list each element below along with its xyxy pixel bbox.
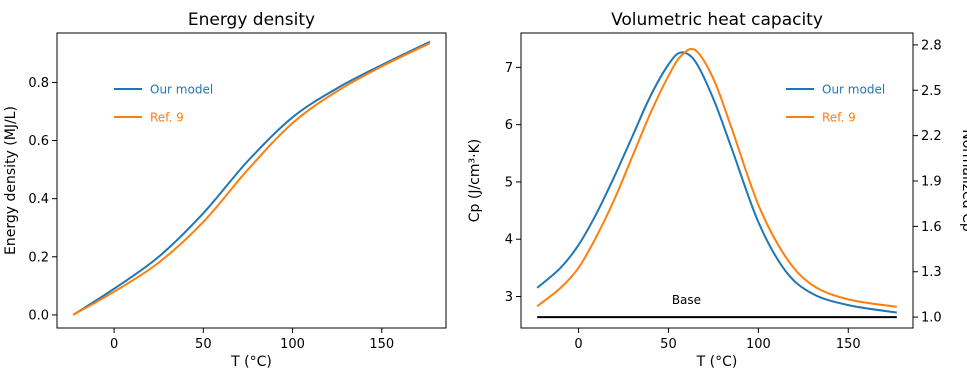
panel2-y-tick-label: 4 [505, 233, 513, 248]
panel1-axes-frame [56, 32, 447, 329]
panel2-y-right-tick-label: 2.5 [921, 84, 942, 99]
panel2-y-tick-label: 5 [505, 175, 513, 190]
panel2-title: Volumetric heat capacity [611, 10, 823, 30]
panel2-y-right-tick-label: 1.9 [921, 175, 942, 190]
panel1-x-axis-label: T (°C) [230, 354, 272, 370]
panel2-y-tick-label: 3 [505, 290, 513, 305]
panel1-x-tick-label: 150 [369, 337, 394, 352]
panel2-x-axis-label: T (°C) [696, 354, 738, 370]
panel2-annotation-base: Base [672, 293, 701, 307]
panel1-x-tick-label: 50 [195, 337, 212, 352]
panel2-y-right-tick-label: 1.0 [921, 311, 942, 326]
panel2-x-tick-label: 150 [836, 337, 861, 352]
panel2-y-right-tick-label: 2.8 [921, 38, 942, 53]
panel1-x-tick-label: 100 [280, 337, 305, 352]
panel2-series-line-2 [536, 47, 897, 308]
panel2-y-right-axis-label: Normalized Cp [959, 129, 967, 232]
panel2-series-line-1 [536, 51, 897, 314]
panel1-y-tick-label: 0.0 [28, 308, 49, 323]
panel2-y-tick-label: 6 [505, 118, 513, 133]
panel1-x-tick-label: 0 [110, 337, 118, 352]
panel2-x-tick-label: 50 [660, 337, 677, 352]
panel2-y-tick-label: 7 [505, 61, 513, 76]
panel2-axes-frame [520, 32, 914, 329]
panel2-y-right-tick-label: 2.2 [921, 129, 942, 144]
panel2-y-axis-label: Cp (J/cm³·K) [467, 139, 483, 222]
panel1-y-tick-label: 0.2 [28, 250, 49, 265]
panel1-legend-label-2: Ref. 9 [150, 111, 184, 125]
panel1-series-line-2 [72, 42, 431, 316]
panel1-y-tick-label: 0.6 [28, 134, 49, 149]
panel1-title: Energy density [188, 10, 315, 30]
panel2-y-right-tick-label: 1.3 [921, 265, 942, 280]
panel1-y-axis-label: Energy density (MJ/L) [3, 106, 19, 255]
panel2-legend-label-1: Our model [822, 83, 885, 97]
panel2-y-right-tick-label: 1.6 [921, 220, 942, 235]
panel2-x-tick-label: 100 [746, 337, 771, 352]
panel1-legend-label-1: Our model [150, 83, 213, 97]
panel1-series-line-1 [72, 40, 431, 316]
panel2-x-tick-label: 0 [574, 337, 582, 352]
panel1-y-tick-label: 0.8 [28, 76, 49, 91]
panel1-y-tick-label: 0.4 [28, 192, 49, 207]
panel2-legend-label-2: Ref. 9 [822, 111, 856, 125]
